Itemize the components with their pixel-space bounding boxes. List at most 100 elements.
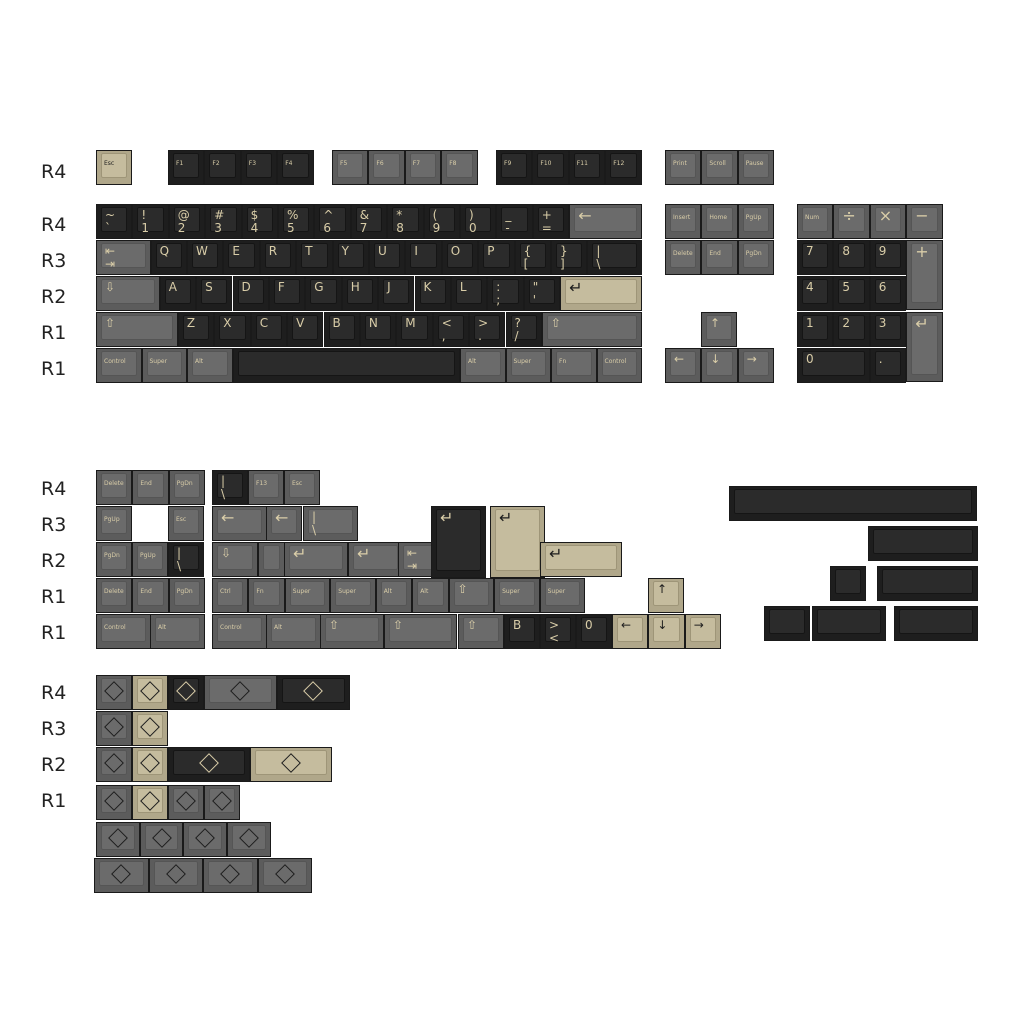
keycap-legend: > < xyxy=(549,618,560,645)
alpha-key: K xyxy=(414,276,451,311)
extra-key xyxy=(258,542,286,577)
modifier-key: Control xyxy=(96,348,142,383)
alpha-key: G xyxy=(305,276,342,311)
number-row-key: ^ 6 xyxy=(314,204,351,239)
alpha-key: C xyxy=(250,312,288,347)
row-profile-label: R2 xyxy=(41,550,67,572)
keycap-legend: 6 xyxy=(878,280,887,294)
keycap-legend: PgDn xyxy=(176,588,193,595)
alpha-key: J xyxy=(378,276,415,311)
keycap-legend: ↵ xyxy=(357,544,371,563)
diamond-icon xyxy=(303,680,324,701)
keycap-legend: Super xyxy=(149,358,168,365)
number-row-key: % 5 xyxy=(278,204,315,239)
keycap-legend: | \ xyxy=(177,546,182,573)
keycap-legend: Num xyxy=(805,214,820,221)
keycap-legend: R xyxy=(268,244,278,258)
keycap-legend: F12 xyxy=(613,160,625,167)
extra-key: Super xyxy=(284,578,331,613)
keycap-legend: − xyxy=(915,206,929,225)
row-profile-label: R3 xyxy=(41,250,67,272)
tab-key: ⇤ ⇥ xyxy=(96,240,151,275)
keycap-legend: # 3 xyxy=(214,208,225,235)
alpha-key: ? / xyxy=(505,312,542,347)
keycap-legend: Delete xyxy=(673,250,693,257)
iso-enter-key: ↵ xyxy=(431,506,486,578)
diamond-icon xyxy=(111,863,132,884)
alpha-key: Y xyxy=(332,240,369,275)
keycap-legend: ↑ xyxy=(710,316,721,330)
f-key: F8 xyxy=(441,150,478,185)
keycap-legend: 0 xyxy=(585,618,593,632)
keycap-legend: ⇧ xyxy=(105,316,116,330)
keycap-legend: Super xyxy=(513,358,532,365)
keycap-legend: I xyxy=(414,244,418,258)
keycap-legend: ↵ xyxy=(293,544,307,563)
extra-key: B xyxy=(504,614,541,649)
diamond-icon xyxy=(104,680,125,701)
numpad-plus-key: + xyxy=(906,240,943,310)
keycap-legend: F1 xyxy=(176,160,184,167)
keycap-legend: PgDn xyxy=(104,552,120,559)
extra-key: PgDn xyxy=(96,542,133,577)
number-row-key: ~ ` xyxy=(96,204,133,239)
extra-key: ⇧ xyxy=(458,614,504,649)
keycap-legend: F xyxy=(277,280,285,294)
alpha-key: I xyxy=(405,240,442,275)
keycap-legend: . xyxy=(878,352,883,366)
alpha-key: X xyxy=(214,312,251,347)
row-profile-label: R2 xyxy=(41,754,67,776)
novelty-key xyxy=(132,785,169,820)
extra-key: ↵ xyxy=(284,542,348,577)
alpha-key: } ] xyxy=(551,240,588,275)
keycap-legend: E xyxy=(232,244,240,258)
keycap-legend: _ - xyxy=(505,208,512,235)
keycap-legend: G xyxy=(314,280,324,294)
keycap-legend: Y xyxy=(341,244,349,258)
f-key: F4 xyxy=(277,150,314,185)
keycap-legend: Super xyxy=(547,588,566,595)
alpha-key: : ; xyxy=(487,276,524,311)
alpha-key: Q xyxy=(150,240,187,275)
keycap-legend: ~ ` xyxy=(105,208,116,235)
alpha-key: P xyxy=(478,240,515,275)
keycap-legend: 3 xyxy=(878,316,887,330)
keycap-legend: End xyxy=(709,250,721,257)
keycap-legend: PgDn xyxy=(176,480,193,487)
row-profile-label: R3 xyxy=(41,514,67,536)
keycap-legend: 0 xyxy=(806,352,814,366)
keycap-legend: Delete xyxy=(104,588,124,595)
keycap-legend: PgUp xyxy=(104,516,120,523)
keycap-legend: Esc xyxy=(292,480,303,487)
keycap-legend: ⇧ xyxy=(457,582,468,596)
f-key: F9 xyxy=(496,150,533,185)
alpha-key: F xyxy=(268,276,306,311)
extra-key: End xyxy=(132,470,169,505)
esc-key: Esc xyxy=(96,150,133,185)
caps-key: ⇩ xyxy=(96,276,160,311)
alpha-key: > . xyxy=(469,312,506,347)
keycap-legend: ⇧ xyxy=(550,316,561,330)
number-row-key: # 3 xyxy=(205,204,242,239)
keycap-legend: F10 xyxy=(540,160,552,167)
keycap-legend: " ' xyxy=(532,280,539,307)
keycap-legend: C xyxy=(259,316,269,330)
nav-key: Insert xyxy=(665,204,702,239)
diamond-icon xyxy=(165,863,186,884)
novelty-key xyxy=(96,711,133,746)
keycap-legend: | \ xyxy=(596,244,601,271)
numpad-dot-key: . xyxy=(869,348,907,383)
keycap-legend: @ 2 xyxy=(177,208,190,235)
numpad-key: 5 xyxy=(833,276,870,311)
numpad-key: 4 xyxy=(797,276,834,311)
keycap-legend: U xyxy=(378,244,387,258)
nav-key: PgUp xyxy=(737,204,775,239)
blank-key xyxy=(830,566,867,601)
arrow-key: ← xyxy=(612,614,649,649)
keycap-legend: F3 xyxy=(248,160,257,167)
novelty-key xyxy=(203,858,258,893)
diamond-icon xyxy=(176,790,197,811)
keycap-legend: ← xyxy=(275,508,289,527)
novelty-key xyxy=(168,785,205,820)
shift-key: ⇧ xyxy=(541,312,642,347)
